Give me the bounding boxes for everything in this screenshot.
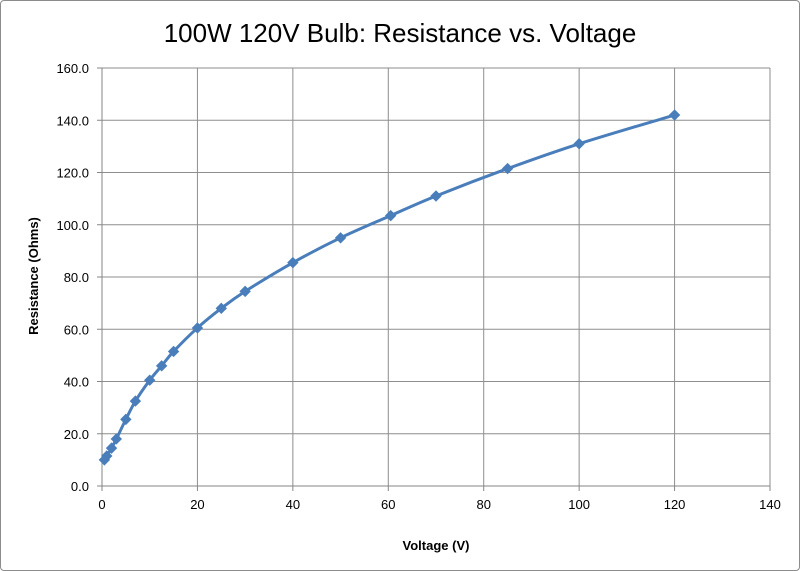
data-point: [120, 413, 132, 426]
data-point: [287, 256, 299, 269]
x-tick-label: 80: [476, 497, 490, 512]
gridlines: [102, 67, 771, 486]
data-point: [101, 450, 113, 462]
y-tick-label: 160.0: [56, 61, 89, 76]
data-point: [129, 395, 142, 407]
data-point: [155, 360, 168, 372]
data-point: [501, 162, 514, 175]
x-tick-label: 40: [286, 497, 300, 512]
x-axis-label: Voltage (V): [403, 538, 470, 553]
data-point: [430, 190, 442, 202]
y-tick-label: 0.0: [71, 479, 89, 494]
axes: [97, 67, 771, 491]
series-line: [102, 113, 677, 462]
y-tick-label: 40.0: [64, 375, 89, 390]
x-tick-label: 100: [568, 497, 590, 512]
y-axis-label: Resistance (Ohms): [26, 217, 41, 335]
data-point: [110, 433, 123, 445]
chart-title: 100W 120V Bulb: Resistance vs. Voltage: [164, 18, 637, 48]
data-point: [167, 345, 180, 358]
data-point: [215, 302, 227, 315]
data-point: [334, 232, 347, 244]
series-layer: [98, 109, 681, 466]
data-point: [105, 442, 118, 454]
y-tick-label: 60.0: [64, 322, 89, 337]
data-point: [573, 138, 585, 150]
y-tick-label: 120.0: [56, 166, 89, 181]
data-point: [668, 109, 681, 121]
data-point: [239, 285, 251, 298]
data-point: [144, 374, 156, 386]
x-tick-label: 20: [190, 497, 204, 512]
x-tick-label: 140: [759, 497, 781, 512]
y-tick-label: 20.0: [64, 427, 89, 442]
data-point: [191, 322, 204, 334]
x-tick-label: 0: [98, 497, 105, 512]
x-tick-label: 60: [381, 497, 395, 512]
data-point: [384, 209, 397, 222]
y-tick-label: 100.0: [56, 218, 89, 233]
y-tick-label: 80.0: [64, 270, 89, 285]
tick-labels: 0 20 40 60 80 100 120 140 0.0 20.0 40.0 60.0 80.0 100…: [56, 61, 780, 512]
x-tick-label: 120: [664, 497, 686, 512]
y-tick-label: 140.0: [56, 113, 89, 128]
